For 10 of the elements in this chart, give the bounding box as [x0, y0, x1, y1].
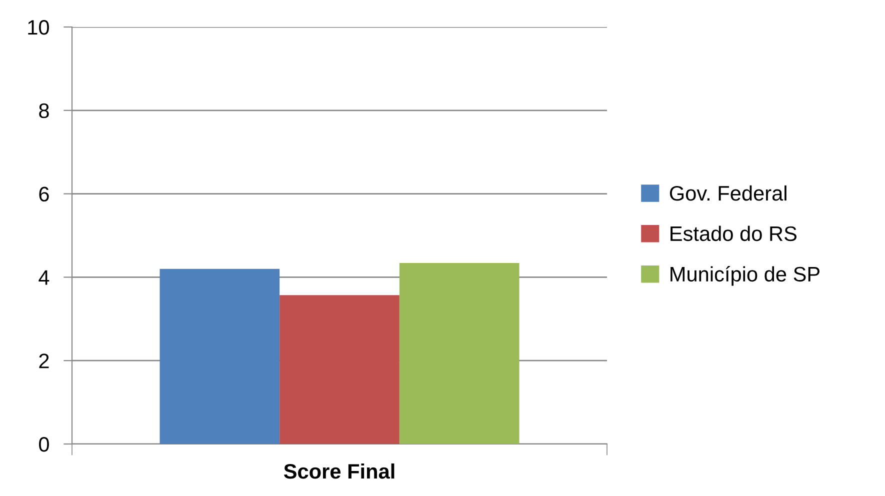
y-tick-label: 4	[38, 270, 50, 285]
y-tick-label: 0	[39, 437, 49, 452]
y-tick-label: 2	[39, 354, 49, 368]
legend-label: Gov. Federal	[670, 185, 786, 201]
legend-label: Estado do RS	[670, 226, 796, 242]
x-tick-label: Score Final	[284, 463, 394, 479]
y-tick-label: 8	[39, 103, 49, 118]
y-tick-label: 10	[28, 20, 49, 35]
y-tick-label: 6	[39, 186, 49, 202]
legend-label: Município de SP	[670, 266, 820, 286]
